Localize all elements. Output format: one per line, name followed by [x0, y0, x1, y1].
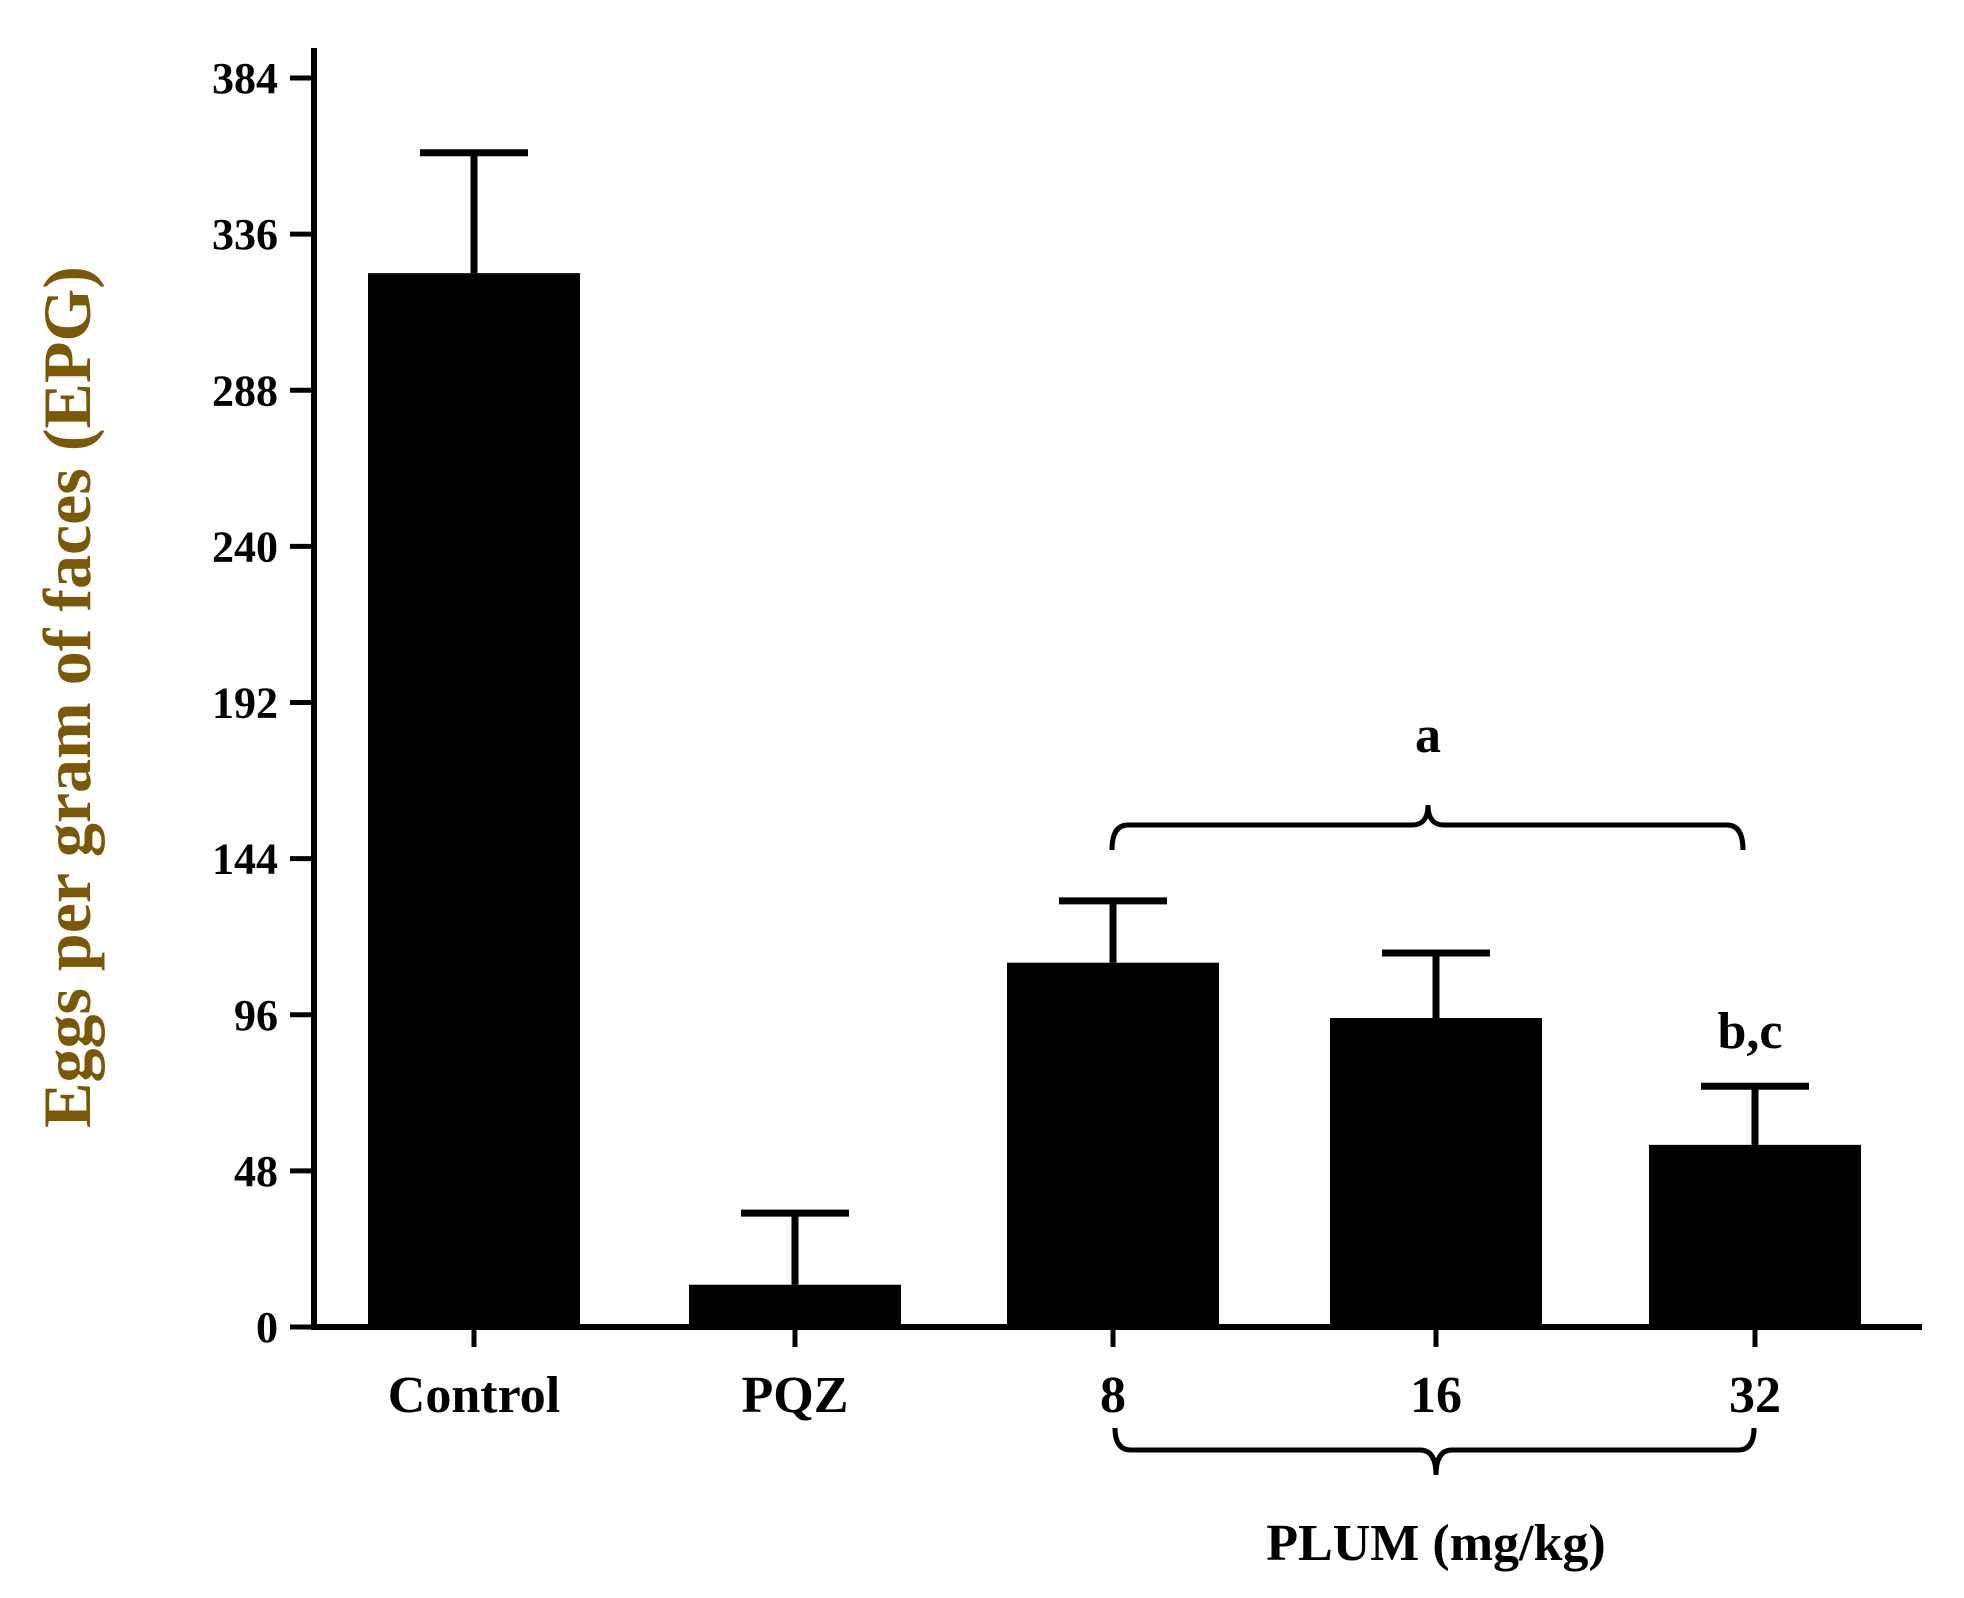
x-tick-label: 32 [1729, 1367, 1781, 1424]
bar [689, 1284, 901, 1327]
y-tick-label: 144 [212, 835, 278, 884]
bar [1649, 1144, 1861, 1327]
x-tick-label: PQZ [742, 1367, 849, 1424]
bar [1007, 962, 1219, 1327]
significance-bracket-a [1109, 804, 1746, 851]
y-tick-label: 96 [234, 991, 278, 1040]
x-tick-label: 8 [1100, 1367, 1126, 1424]
y-tick-label: 336 [212, 210, 278, 259]
y-tick-label: 288 [212, 366, 278, 415]
y-axis-label: Eggs per gram of faces (EPG) [29, 266, 105, 1128]
bar [1330, 1018, 1542, 1327]
y-axis-ticks: 0 48 96 144 192 240 288 336 384 [212, 54, 314, 1352]
x-tick-label: 16 [1410, 1367, 1462, 1424]
bar [368, 273, 580, 1327]
significance-label-bc: b,c [1718, 1003, 1783, 1060]
x-axis-ticks: Control PQZ 8 16 32 [388, 1327, 1781, 1424]
y-tick-label: 192 [212, 679, 278, 728]
y-tick-label: 48 [234, 1147, 278, 1196]
error-bars [420, 149, 1809, 1285]
group-bracket-plum [1112, 1427, 1757, 1476]
x-tick-label: Control [388, 1367, 560, 1424]
bars [368, 273, 1861, 1327]
significance-label-a: a [1415, 707, 1441, 764]
group-label-plum: PLUM (mg/kg) [1266, 1515, 1605, 1572]
y-tick-label: 240 [212, 522, 278, 571]
y-tick-label: 0 [256, 1303, 278, 1352]
y-tick-label: 384 [212, 54, 278, 103]
